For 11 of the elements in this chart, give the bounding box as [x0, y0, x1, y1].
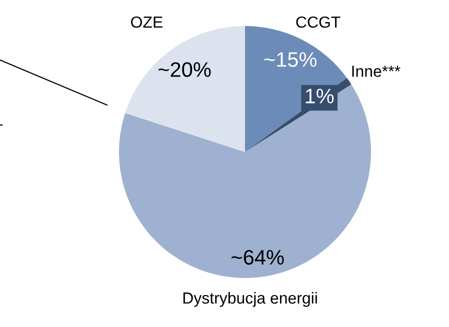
- data-label: ~20%: [158, 62, 211, 77]
- pie-slice: [119, 84, 371, 278]
- pie-slice: [245, 26, 347, 152]
- data-label: ~64%: [232, 250, 284, 265]
- slice-label: Dystrybucja energii: [183, 292, 317, 307]
- slice-label: Inne***: [352, 66, 400, 77]
- slice-label: OZE: [131, 16, 162, 28]
- pie-slice: [125, 26, 245, 152]
- slice-label: CCGT: [296, 16, 340, 28]
- data-label: 1%: [306, 88, 334, 104]
- data-label: ~15%: [264, 52, 317, 67]
